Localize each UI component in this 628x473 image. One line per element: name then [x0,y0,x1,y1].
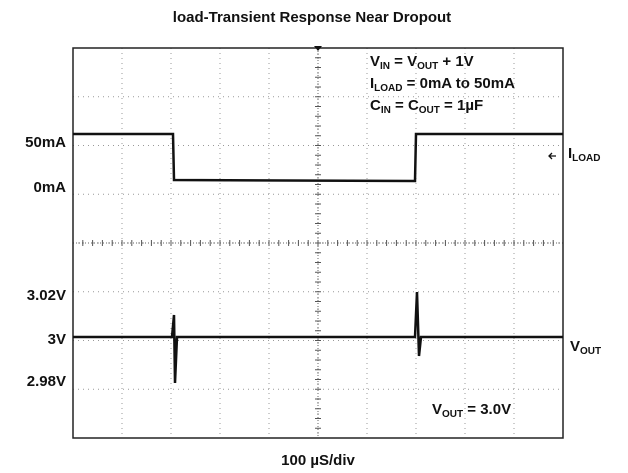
trace-label: VOUT [570,338,601,357]
arrow [548,152,556,160]
level-label: 0mA [33,179,66,196]
text: = 0mA to 50mA [403,75,516,92]
trigger-marker [314,46,322,51]
text: V [370,53,380,70]
level-label: 50mA [25,134,66,151]
subscript: OUT [417,61,438,72]
output-voltage-trace [73,291,563,384]
condition: VIN = VOUT + 1V [370,53,474,72]
text: V [432,401,442,418]
subscript: LOAD [374,83,402,94]
text: = C [391,97,419,114]
subscript: OUT [442,409,463,420]
text: = 1µF [440,97,483,114]
condition: ILOAD = 0mA to 50mA [370,75,515,94]
timebase: 100 µS/div [281,452,355,469]
title: load-Transient Response Near Dropout [173,9,451,26]
load-current-trace [73,132,563,183]
text: I [568,145,572,162]
text: C [370,97,381,114]
text: I [370,75,374,92]
subscript: LOAD [572,153,600,164]
text: + 1V [438,53,473,70]
subscript: OUT [419,105,440,116]
level-label: 2.98V [27,373,66,390]
level-label: 3.02V [27,287,66,304]
text: V [570,338,580,355]
trace-label: ILOAD [568,145,601,164]
text: = V [390,53,417,70]
condition: CIN = COUT = 1µF [370,97,483,116]
subscript: IN [380,61,390,72]
output-note: VOUT = 3.0V [432,401,511,420]
grid [72,47,564,439]
text: = 3.0V [463,401,511,418]
level-label: 3V [48,331,66,348]
subscript: IN [381,105,391,116]
subscript: OUT [580,346,601,357]
